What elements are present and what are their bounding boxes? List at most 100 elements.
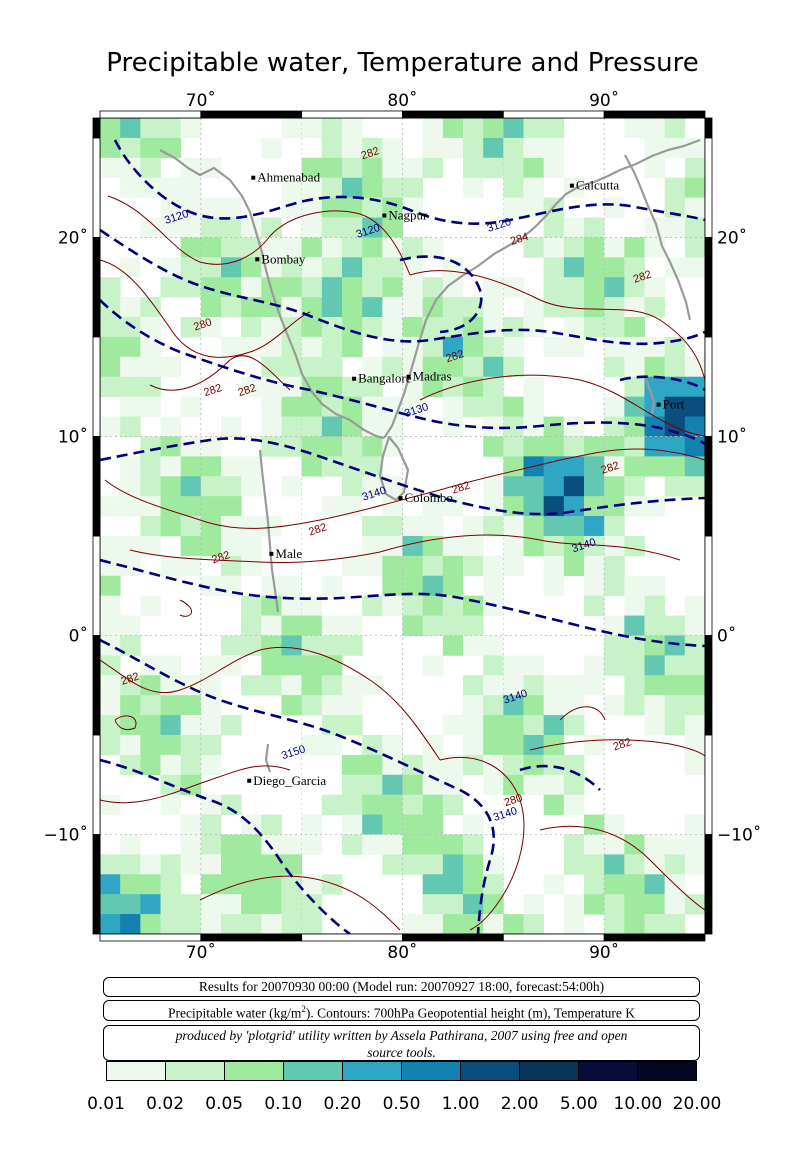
pw-cell (402, 794, 424, 815)
pw-cell (644, 396, 666, 417)
pw-cell (140, 317, 161, 338)
pw-cell (362, 376, 383, 398)
pw-cell (584, 476, 605, 497)
pw-cell (463, 376, 484, 398)
pw-cell (503, 396, 524, 417)
pw-cell (563, 794, 585, 815)
pw-cell (563, 914, 585, 934)
pw-cell (321, 436, 343, 457)
pw-cell (200, 734, 222, 756)
pw-cell (100, 675, 121, 696)
pw-cell (483, 635, 504, 656)
pw-cell (584, 217, 605, 238)
pw-cell (483, 376, 504, 398)
pw-cell (301, 595, 323, 616)
pw-cell (684, 675, 705, 696)
pw-cell (100, 894, 121, 915)
x-tick-label: 90˚ (589, 942, 619, 960)
colorbar-label: 20.00 (672, 1094, 722, 1114)
pw-cell (382, 854, 403, 875)
pw-cell (100, 695, 121, 716)
pw-cell (442, 118, 464, 139)
pw-cell (604, 416, 625, 437)
pw-cell (221, 197, 242, 218)
pw-cell (503, 277, 524, 298)
pw-cell (422, 237, 444, 258)
city-label: Diego_Garcia (253, 773, 326, 788)
pw-cell (684, 376, 705, 398)
pw-cell (100, 336, 121, 358)
pw-cell (160, 197, 182, 218)
pw-cell (120, 137, 141, 159)
pw-cell (483, 476, 504, 497)
pw-cell (140, 456, 161, 477)
pw-cell (200, 894, 222, 915)
pw-cell (543, 336, 565, 358)
pw-cell (281, 237, 303, 258)
pw-cell (321, 277, 343, 298)
pw-cell (120, 854, 141, 875)
pw-cell (200, 317, 222, 338)
city-marker (255, 257, 260, 262)
pw-cell (140, 675, 161, 696)
pw-cell (301, 317, 323, 338)
city-marker (247, 778, 252, 783)
pw-cell (261, 675, 282, 696)
pw-cell (200, 715, 222, 736)
pw-cell (684, 894, 705, 915)
city-marker (656, 402, 661, 407)
pw-cell (563, 715, 585, 736)
pw-cell (503, 118, 524, 139)
pw-cell (241, 376, 262, 398)
pw-cell (281, 854, 303, 875)
pw-cell (100, 635, 121, 656)
pw-cell (160, 456, 182, 477)
colorbar-labels: 0.01 0.02 0.05 0.10 0.20 0.50 1.00 2.00 5.00 10.0… (0, 1094, 805, 1116)
pw-cell (442, 774, 464, 796)
contour-label: 284 (509, 231, 530, 248)
pw-cell (644, 595, 666, 616)
pw-cell (140, 914, 161, 934)
pw-cell (543, 774, 565, 796)
colorbar-label: 10.00 (613, 1094, 663, 1114)
pw-cell (604, 834, 625, 855)
pw-cell (221, 456, 242, 477)
pw-cell (664, 914, 686, 934)
pw-cell (584, 595, 605, 616)
pw-cell (261, 436, 282, 457)
x-tick-label: 80˚ (387, 942, 417, 960)
pw-cell (644, 456, 666, 477)
pw-cell (463, 834, 484, 855)
pw-cell (604, 436, 625, 457)
pw-cell (584, 675, 605, 696)
pw-cell (281, 695, 303, 716)
pw-cell (543, 555, 565, 577)
pw-cell (523, 496, 545, 517)
pw-cell (261, 854, 282, 875)
pw-cell (604, 575, 625, 597)
pw-cell (442, 555, 464, 577)
city-marker (251, 175, 256, 180)
pw-cell (362, 157, 383, 179)
pw-cell (523, 655, 545, 676)
pw-cell (523, 177, 545, 199)
pw-cell (180, 317, 202, 338)
colorbar-segment (107, 1062, 166, 1080)
legend-text-prefix: Precipitable water (kg/m (167, 1005, 302, 1021)
city-label: Bangalore (358, 371, 412, 386)
pw-cell (180, 118, 202, 139)
pw-cell (624, 575, 645, 597)
pw-cell (644, 436, 666, 457)
pw-cell (624, 356, 645, 378)
pw-cell (180, 456, 202, 477)
pw-cell (402, 237, 424, 258)
pw-cell (321, 794, 343, 815)
pw-cell (664, 118, 686, 139)
pw-cell (342, 137, 363, 159)
frame-block (92, 336, 101, 437)
pw-cell (402, 615, 424, 636)
pw-cell (543, 217, 565, 238)
pw-cell (644, 157, 666, 179)
pw-cell (342, 177, 363, 199)
pw-cell (180, 277, 202, 298)
